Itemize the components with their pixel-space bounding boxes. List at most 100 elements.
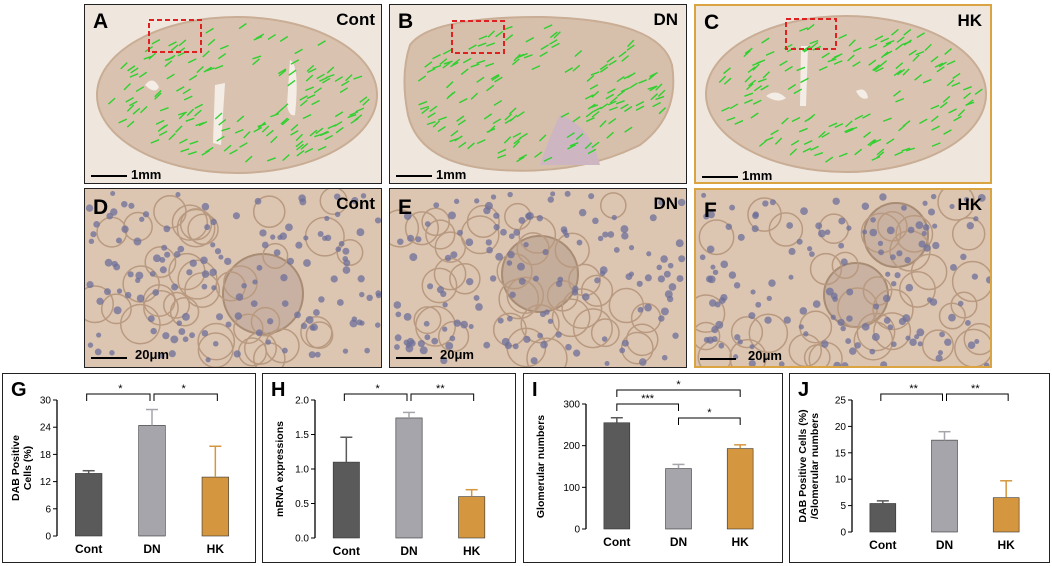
green-marker bbox=[494, 76, 503, 83]
tubule bbox=[951, 217, 986, 251]
scale-label: 1mm bbox=[742, 168, 773, 183]
green-marker bbox=[313, 87, 322, 94]
nucleus bbox=[932, 241, 940, 250]
green-marker bbox=[503, 25, 513, 31]
nucleus bbox=[926, 297, 933, 303]
tubule bbox=[319, 189, 348, 215]
green-marker bbox=[504, 118, 514, 124]
nucleus bbox=[918, 240, 926, 248]
nucleus bbox=[497, 317, 504, 324]
nucleus bbox=[317, 231, 324, 237]
tissue-micrograph bbox=[696, 190, 990, 366]
green-marker bbox=[432, 120, 441, 128]
nucleus bbox=[173, 250, 181, 258]
nucleus bbox=[133, 237, 142, 246]
bar-hk bbox=[201, 476, 229, 537]
tubule bbox=[696, 294, 726, 333]
green-marker bbox=[468, 44, 477, 50]
green-marker bbox=[355, 107, 365, 113]
nucleus bbox=[578, 208, 587, 217]
green-marker bbox=[166, 73, 175, 80]
green-marker bbox=[512, 58, 520, 66]
nucleus bbox=[281, 300, 289, 307]
nucleus bbox=[799, 307, 808, 315]
tubule bbox=[300, 315, 333, 349]
green-marker bbox=[804, 116, 813, 123]
nucleus bbox=[234, 312, 243, 320]
group-label: HK bbox=[957, 195, 982, 214]
nucleus bbox=[841, 362, 849, 366]
nucleus bbox=[733, 282, 741, 289]
bar-cont bbox=[603, 422, 631, 530]
nucleus bbox=[917, 341, 923, 347]
nucleus bbox=[93, 221, 100, 228]
panel-letter: G bbox=[11, 379, 27, 401]
green-marker bbox=[158, 130, 168, 137]
y-tick-label: 300 bbox=[563, 400, 580, 411]
nucleus bbox=[798, 324, 804, 330]
nucleus bbox=[762, 200, 769, 207]
tubule bbox=[730, 316, 764, 349]
scale-label: 20μm bbox=[748, 348, 782, 363]
nucleus bbox=[241, 282, 247, 289]
nucleus bbox=[210, 218, 217, 226]
nucleus bbox=[171, 283, 179, 291]
green-marker bbox=[518, 154, 528, 160]
tubule bbox=[413, 306, 442, 335]
nucleus bbox=[104, 258, 113, 267]
green-marker bbox=[893, 90, 901, 97]
green-marker bbox=[290, 123, 299, 131]
x-tick-label: DN bbox=[400, 544, 417, 558]
green-marker bbox=[902, 120, 911, 127]
green-marker bbox=[223, 144, 232, 152]
nucleus bbox=[359, 291, 365, 298]
panel-letter: I bbox=[532, 379, 538, 401]
green-marker bbox=[591, 110, 600, 118]
nucleus bbox=[139, 216, 145, 222]
green-marker bbox=[876, 151, 885, 159]
nucleus bbox=[887, 324, 894, 330]
nucleus bbox=[966, 222, 974, 230]
nucleus bbox=[786, 222, 794, 229]
green-marker bbox=[655, 95, 665, 101]
green-marker bbox=[965, 101, 975, 106]
green-marker bbox=[487, 30, 495, 38]
cell-nuclei bbox=[696, 190, 990, 366]
green-marker bbox=[339, 87, 349, 94]
green-marker bbox=[599, 120, 607, 128]
green-marker bbox=[609, 96, 618, 104]
nucleus bbox=[330, 275, 338, 283]
nucleus bbox=[657, 275, 666, 283]
green-marker bbox=[894, 151, 904, 157]
green-marker bbox=[239, 142, 248, 148]
nucleus bbox=[366, 294, 373, 302]
tubule bbox=[895, 214, 934, 253]
green-marker bbox=[748, 79, 757, 87]
green-marker bbox=[589, 84, 599, 90]
green-marker bbox=[334, 120, 343, 127]
nucleus bbox=[711, 326, 719, 334]
green-marker bbox=[176, 86, 185, 92]
nucleus bbox=[837, 318, 845, 327]
green-marker bbox=[486, 84, 495, 92]
green-marker bbox=[282, 154, 290, 162]
green-marker bbox=[784, 65, 793, 72]
nucleus bbox=[364, 347, 370, 354]
green-marker bbox=[872, 64, 880, 72]
green-marker bbox=[442, 62, 451, 69]
green-marker bbox=[729, 103, 739, 110]
nucleus bbox=[90, 231, 97, 238]
green-marker bbox=[509, 107, 517, 115]
green-marker bbox=[421, 107, 430, 114]
green-marker bbox=[943, 129, 952, 135]
bar-hk bbox=[458, 496, 486, 539]
panel-letter: C bbox=[704, 11, 720, 34]
nucleus bbox=[950, 263, 957, 271]
nucleus bbox=[588, 193, 595, 200]
green-marker bbox=[934, 62, 944, 68]
green-marker bbox=[543, 156, 553, 162]
green-marker bbox=[130, 67, 139, 74]
green-marker bbox=[758, 140, 767, 147]
green-marker bbox=[723, 77, 732, 85]
